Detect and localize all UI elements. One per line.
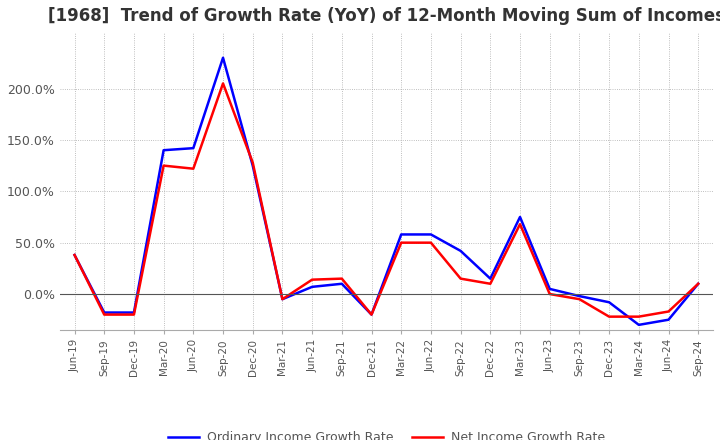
Net Income Growth Rate <box>456 276 465 281</box>
Ordinary Income Growth Rate <box>130 310 138 315</box>
Ordinary Income Growth Rate <box>575 293 584 299</box>
Ordinary Income Growth Rate <box>634 322 643 327</box>
Net Income Growth Rate <box>100 312 109 317</box>
Ordinary Income Growth Rate <box>278 297 287 302</box>
Net Income Growth Rate <box>516 221 524 227</box>
Net Income Growth Rate <box>159 163 168 168</box>
Ordinary Income Growth Rate <box>219 55 228 60</box>
Title: [1968]  Trend of Growth Rate (YoY) of 12-Month Moving Sum of Incomes: [1968] Trend of Growth Rate (YoY) of 12-… <box>48 7 720 25</box>
Ordinary Income Growth Rate <box>338 281 346 286</box>
Ordinary Income Growth Rate <box>397 232 405 237</box>
Ordinary Income Growth Rate <box>159 147 168 153</box>
Net Income Growth Rate <box>130 312 138 317</box>
Net Income Growth Rate <box>219 81 228 86</box>
Net Income Growth Rate <box>486 281 495 286</box>
Ordinary Income Growth Rate <box>189 146 198 151</box>
Net Income Growth Rate <box>426 240 435 246</box>
Net Income Growth Rate <box>367 312 376 317</box>
Net Income Growth Rate <box>575 297 584 302</box>
Ordinary Income Growth Rate <box>100 310 109 315</box>
Net Income Growth Rate <box>308 277 317 282</box>
Net Income Growth Rate <box>605 314 613 319</box>
Ordinary Income Growth Rate <box>456 248 465 253</box>
Net Income Growth Rate <box>71 253 79 258</box>
Ordinary Income Growth Rate <box>486 276 495 281</box>
Ordinary Income Growth Rate <box>367 312 376 317</box>
Ordinary Income Growth Rate <box>664 317 672 323</box>
Net Income Growth Rate <box>189 166 198 171</box>
Ordinary Income Growth Rate <box>694 281 703 286</box>
Ordinary Income Growth Rate <box>516 214 524 220</box>
Ordinary Income Growth Rate <box>605 300 613 305</box>
Net Income Growth Rate <box>397 240 405 246</box>
Ordinary Income Growth Rate <box>71 253 79 258</box>
Legend: Ordinary Income Growth Rate, Net Income Growth Rate: Ordinary Income Growth Rate, Net Income … <box>163 426 610 440</box>
Line: Net Income Growth Rate: Net Income Growth Rate <box>75 84 698 317</box>
Net Income Growth Rate <box>278 297 287 302</box>
Ordinary Income Growth Rate <box>426 232 435 237</box>
Net Income Growth Rate <box>664 309 672 314</box>
Ordinary Income Growth Rate <box>308 284 317 290</box>
Net Income Growth Rate <box>634 314 643 319</box>
Net Income Growth Rate <box>545 291 554 297</box>
Line: Ordinary Income Growth Rate: Ordinary Income Growth Rate <box>75 58 698 325</box>
Net Income Growth Rate <box>338 276 346 281</box>
Ordinary Income Growth Rate <box>248 163 257 168</box>
Net Income Growth Rate <box>694 281 703 286</box>
Ordinary Income Growth Rate <box>545 286 554 292</box>
Net Income Growth Rate <box>248 160 257 165</box>
